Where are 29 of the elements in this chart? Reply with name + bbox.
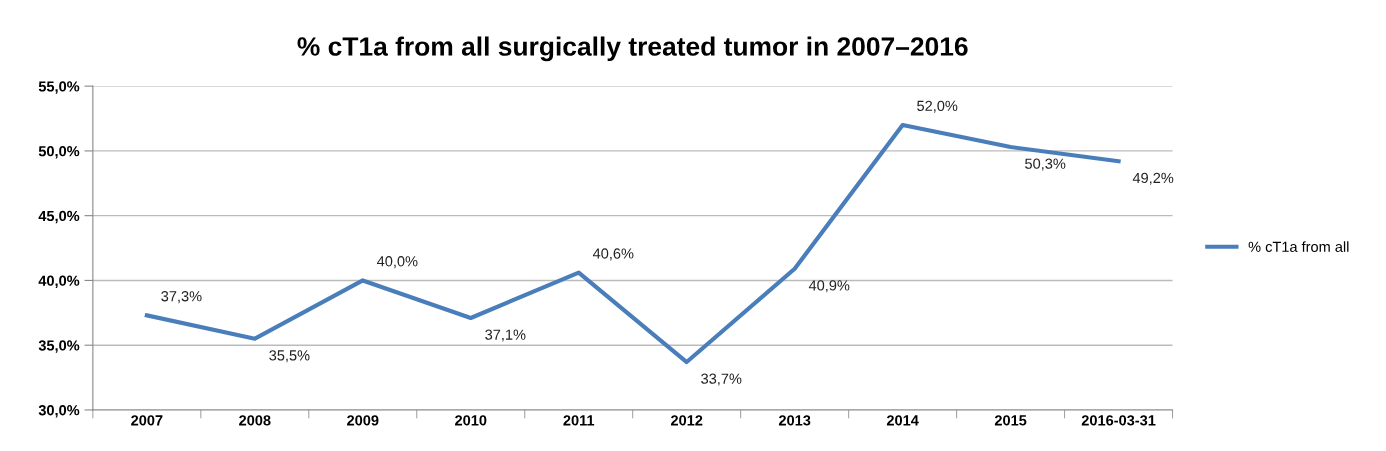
data-label: 40,0% (377, 256, 418, 269)
x-tick-label: 2007 (131, 415, 163, 426)
x-tick-label: 2016-03-31 (1081, 415, 1156, 426)
x-tick-label: 2011 (563, 415, 595, 426)
data-label: 37,3% (161, 291, 202, 304)
data-label: 40,6% (592, 248, 634, 261)
x-tick-label: 2008 (239, 415, 271, 426)
data-label: 52,0% (917, 100, 958, 113)
x-tick-label: 2009 (347, 415, 379, 426)
x-tick-label: 2010 (455, 415, 487, 426)
data-label: 37,1% (485, 329, 526, 342)
data-label: 49,2% (1132, 172, 1174, 185)
y-tick-label: 40,0% (38, 275, 80, 288)
x-tick-label: 2012 (670, 415, 703, 426)
x-tick-label: 2015 (994, 415, 1027, 426)
x-tick-label: 2014 (886, 415, 919, 426)
legend-label: % cT1a from all (1248, 241, 1349, 252)
y-tick-label: 35,0% (38, 340, 80, 353)
y-tick-label: 45,0% (38, 210, 80, 224)
data-label: 35,5% (269, 350, 310, 363)
data-label: 50,3% (1025, 158, 1066, 171)
y-tick-label: 55,0% (38, 81, 80, 94)
data-label: 33,7% (701, 373, 742, 386)
y-tick-label: 30,0% (38, 405, 80, 418)
y-tick-label: 50,0% (38, 146, 80, 159)
line-series (144, 122, 1121, 365)
data-label: 40,9% (808, 280, 850, 293)
chart-title: % cT1a from all surgically treated tumor in 2007–2016 (297, 36, 968, 62)
x-tick-label: 2013 (778, 415, 811, 426)
